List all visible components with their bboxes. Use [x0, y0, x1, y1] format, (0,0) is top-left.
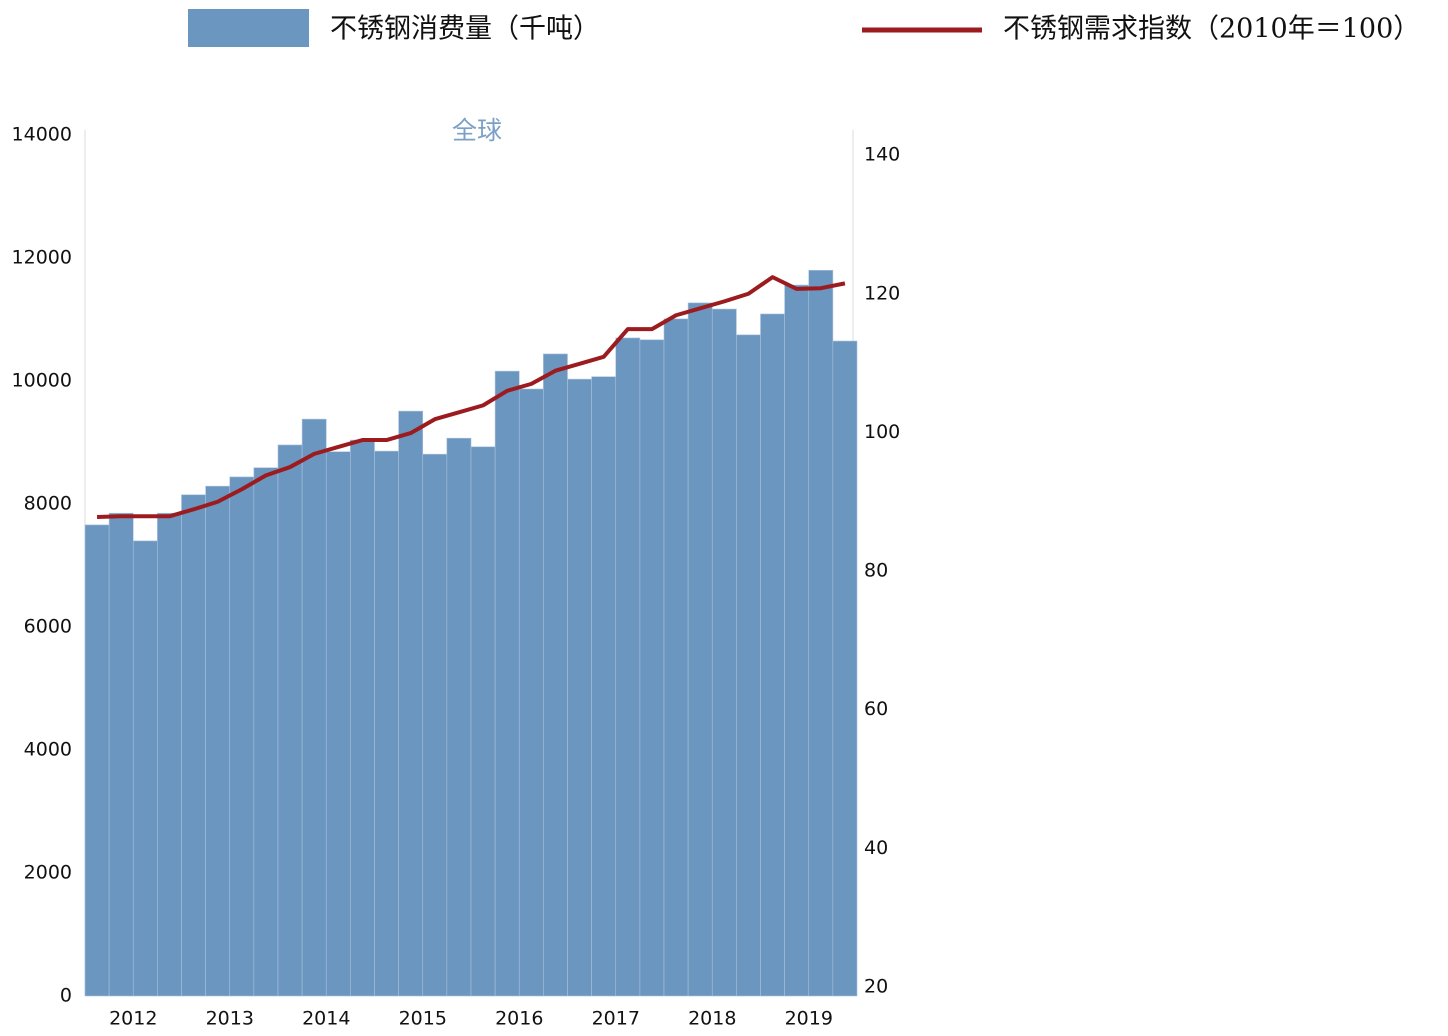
x-tick-label: 2019	[785, 1008, 833, 1030]
x-tick-label: 2017	[592, 1008, 640, 1030]
bar	[422, 453, 448, 997]
bar	[374, 450, 399, 997]
y2-tick-label: 20	[864, 975, 888, 997]
y-tick-label: 0	[60, 985, 72, 1007]
bar	[253, 467, 279, 997]
bar	[84, 524, 110, 997]
x-tick-label: 2012	[109, 1008, 157, 1030]
bar	[301, 418, 327, 997]
y2-tick-label: 80	[864, 560, 888, 582]
bar	[350, 439, 375, 997]
y2-tick-label: 120	[864, 282, 900, 304]
bar	[325, 451, 351, 997]
bar	[663, 318, 689, 997]
x-tick-label: 2013	[206, 1008, 254, 1030]
bar	[808, 269, 834, 997]
y-tick-label: 6000	[24, 616, 72, 638]
bar	[760, 313, 785, 997]
bar	[736, 334, 761, 997]
bar	[567, 378, 592, 997]
x-tick-label: 2014	[302, 1008, 350, 1030]
bar	[398, 410, 424, 997]
bar	[518, 388, 544, 997]
bar	[229, 476, 255, 997]
bar	[591, 376, 617, 997]
y-tick-label: 10000	[12, 370, 72, 392]
x-tick-label: 2018	[688, 1008, 736, 1030]
bar	[277, 444, 303, 997]
bar	[784, 284, 810, 997]
bar	[181, 494, 206, 997]
x-tick-label: 2015	[399, 1008, 447, 1030]
x-tick-label: 2016	[495, 1008, 543, 1030]
bar	[108, 512, 134, 997]
bar	[615, 337, 641, 997]
chart-title: 全球	[452, 116, 502, 145]
y-tick-label: 8000	[24, 493, 72, 515]
bar	[205, 485, 231, 997]
bar	[157, 512, 182, 997]
bar	[132, 540, 158, 997]
y-tick-label: 2000	[24, 862, 72, 884]
legend-label: 不锈钢需求指数（2010年＝100）	[1003, 14, 1420, 45]
bar	[470, 446, 496, 997]
y-tick-label: 14000	[12, 124, 72, 146]
y2-tick-label: 60	[864, 698, 888, 720]
bar	[711, 308, 737, 997]
bar	[446, 437, 472, 997]
bar	[494, 370, 520, 997]
bar	[687, 302, 713, 997]
y2-tick-label: 140	[864, 144, 900, 166]
y-tick-label: 12000	[12, 247, 72, 269]
bar	[832, 340, 858, 997]
bar	[639, 339, 665, 997]
legend-swatch	[188, 9, 309, 47]
line	[97, 275, 846, 519]
y-tick-label: 4000	[24, 739, 72, 761]
legend-label: 不锈钢消费量（千吨）	[330, 14, 600, 45]
y2-tick-label: 40	[864, 837, 888, 859]
bar	[543, 353, 568, 997]
y2-tick-label: 100	[864, 421, 900, 443]
